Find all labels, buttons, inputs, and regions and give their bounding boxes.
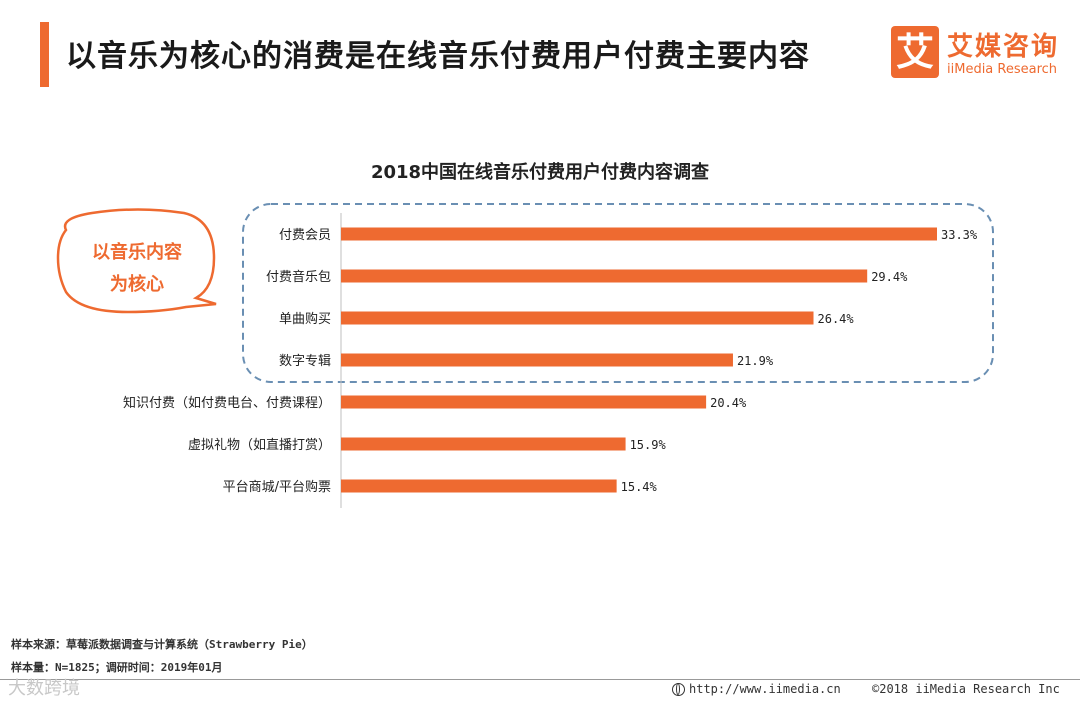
logo-name-en: iiMedia Research	[947, 62, 1058, 77]
value-label: 29.4%	[871, 270, 908, 284]
bar	[341, 437, 626, 451]
category-label: 知识付费（如付费电台、付费课程）	[123, 395, 331, 411]
logo-mark: 艾	[891, 26, 939, 78]
iimedia-logo: 艾 艾媒咨询 iiMedia Research	[891, 26, 1076, 82]
value-label: 26.4%	[818, 312, 855, 326]
bar	[341, 227, 937, 241]
footnote-sample: 样本量：N=1825；调研时间：2019年01月	[11, 661, 223, 674]
highlight-box	[242, 203, 994, 383]
footer-copyright: ©2018 iiMedia Research Inc	[872, 682, 1060, 696]
callout-bubble: 以音乐内容 为核心	[56, 208, 217, 314]
watermark: 大数跨境	[8, 678, 80, 699]
category-label: 单曲购买	[279, 311, 331, 327]
category-label: 平台商城/平台购票	[223, 479, 331, 495]
footer-divider	[0, 679, 1080, 680]
category-label: 付费会员	[279, 228, 331, 243]
bar	[341, 479, 617, 493]
bar	[341, 311, 814, 325]
bar-chart: 以音乐内容 为核心 付费会员 33.3% 付费音乐包 29.4% 单曲购买 26.4% 数字…	[56, 203, 994, 508]
title-accent-bar	[40, 22, 49, 87]
value-label: 20.4%	[710, 396, 747, 410]
bar	[341, 353, 733, 367]
value-label: 15.4%	[621, 480, 658, 494]
category-label: 数字专辑	[279, 354, 331, 369]
footnote-source: 样本来源：草莓派数据调查与计算系统（Strawberry Pie）	[11, 638, 313, 651]
page-title: 以音乐为核心的消费是在线音乐付费用户付费主要内容	[66, 39, 810, 74]
globe-icon	[672, 683, 685, 696]
bar	[341, 269, 868, 283]
callout-line-1: 以音乐内容	[92, 241, 182, 263]
chart-title: 2018中国在线音乐付费用户付费内容调查	[370, 162, 710, 183]
logo-name-cn: 艾媒咨询	[947, 32, 1060, 62]
footer-url-text[interactable]: http://www.iimedia.cn	[689, 682, 841, 696]
value-label: 15.9%	[630, 438, 667, 452]
bars-group: 付费会员 33.3% 付费音乐包 29.4% 单曲购买 26.4% 数字专辑 21.9% 知识付…	[123, 227, 978, 495]
footer-url[interactable]: http://www.iimedia.cn	[672, 682, 841, 696]
category-label: 虚拟礼物（如直播打赏）	[188, 437, 331, 453]
value-label: 21.9%	[737, 354, 774, 368]
category-label: 付费音乐包	[266, 269, 331, 285]
callout-line-2: 为核心	[110, 273, 164, 295]
value-label: 33.3%	[941, 228, 978, 242]
bar	[341, 395, 707, 409]
